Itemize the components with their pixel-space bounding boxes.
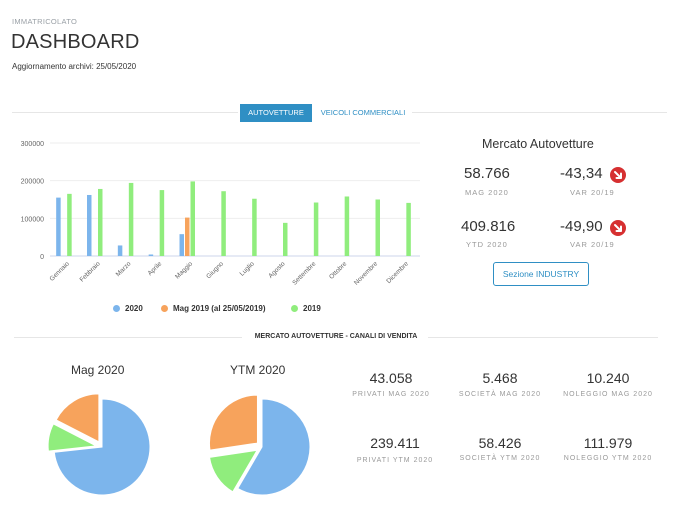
- industry-section-button[interactable]: Sezione INDUSTRY: [493, 262, 589, 286]
- y-tick-label: 200000: [21, 179, 44, 186]
- section-divider-left: [14, 337, 242, 338]
- x-tick-label: Novembre: [353, 260, 379, 286]
- bar-2019-agosto[interactable]: [283, 222, 288, 256]
- kpi-mag-2020-label: MAG 2020: [465, 188, 509, 197]
- legend-dot-mag-2019: [161, 305, 168, 312]
- kpi-ytd-2020-label: YTD 2020: [466, 240, 508, 249]
- x-tick-label: Agosto: [267, 260, 287, 280]
- page-title: DASHBOARD: [11, 31, 140, 53]
- bar-2019-giugno[interactable]: [221, 191, 226, 256]
- bar-2019-dicembre[interactable]: [406, 202, 411, 256]
- stat-societa-ytm-label: SOCIETÀ YTM 2020: [459, 455, 541, 462]
- legend-item-mag-2019[interactable]: Mag 2019 (al 25/05/2019): [161, 304, 266, 313]
- x-tick-label: Ottobre: [328, 260, 349, 281]
- bar-2019-maggio[interactable]: [190, 181, 196, 256]
- x-tick-label: Maggio: [174, 260, 194, 280]
- pie-slice-privati[interactable]: [237, 398, 311, 496]
- section-divider-right: [428, 337, 658, 338]
- bar-2019-febbraio[interactable]: [98, 188, 103, 256]
- x-tick-label: Febbraio: [79, 260, 102, 283]
- page-eyebrow: IMMATRICOLATO: [12, 17, 78, 26]
- stat-privati-ytm-value: 239.411: [370, 435, 420, 451]
- legend-label-2020: 2020: [125, 304, 143, 313]
- x-tick-label: Marzo: [115, 260, 133, 278]
- x-tick-label: Luglio: [239, 260, 256, 277]
- bar-2020-maggio[interactable]: [179, 234, 185, 256]
- kpi-ytd-2020-value: 409.816: [461, 218, 516, 235]
- kpi-var-ytd-value: -49,90: [560, 218, 603, 235]
- legend-dot-2020: [113, 305, 120, 312]
- pie-slice-privati[interactable]: [53, 398, 151, 496]
- legend-item-2020[interactable]: 2020: [113, 304, 143, 313]
- x-tick-label: Dicembre: [385, 260, 410, 285]
- y-tick-label: 100000: [21, 216, 44, 223]
- monthly-registrations-chart: 300000 200000 100000 0 Gennaio Febbraio Marzo A…: [21, 141, 420, 287]
- sales-channels-title: MERCATO AUTOVETTURE - CANALI DI VENDITA: [254, 333, 418, 340]
- bar-2019-settembre[interactable]: [313, 202, 319, 256]
- bar-2019-luglio[interactable]: [252, 198, 257, 256]
- bar-2019-novembre[interactable]: [375, 199, 381, 257]
- stat-noleggio-mag-label: NOLEGGIO MAG 2020: [563, 391, 653, 398]
- bar-2019-ottobre[interactable]: [344, 196, 350, 256]
- pie-slice-noleggio[interactable]: [55, 393, 100, 443]
- x-tick-label: Settembre: [291, 260, 317, 286]
- stat-societa-mag-label: SOCIETÀ MAG 2020: [458, 391, 542, 398]
- x-tick-label: Gennaio: [49, 260, 72, 283]
- bar-2019-marzo[interactable]: [128, 182, 134, 256]
- kpi-mag-2020-value: 58.766: [464, 165, 510, 182]
- legend-label-2019: 2019: [303, 304, 321, 313]
- legend-item-2019[interactable]: 2019: [291, 304, 321, 313]
- tabs-divider-left: [12, 112, 238, 113]
- archive-update-date: 25/05/2020: [96, 62, 137, 71]
- pie-title-ytm-2020: YTM 2020: [230, 363, 286, 377]
- bar-mag-2019-al-25-05-2019--maggio[interactable]: [185, 217, 190, 256]
- bar-2020-aprile[interactable]: [148, 254, 154, 256]
- kpi-var-ytd-label: VAR 20/19: [570, 240, 615, 249]
- trend-down-icon: [610, 167, 626, 183]
- bar-2020-marzo[interactable]: [117, 245, 123, 256]
- archive-update-label: Aggiornamento archivi:: [12, 62, 94, 71]
- stat-privati-ytm-label: PRIVATI YTM 2020: [356, 457, 434, 464]
- stat-noleggio-mag-value: 10.240: [586, 370, 630, 386]
- bar-2019-gennaio[interactable]: [67, 193, 72, 256]
- stat-noleggio-ytm-value: 111.979: [583, 435, 633, 451]
- pie-chart-ytm-2020: [208, 394, 311, 496]
- pie-slice-societ-[interactable]: [208, 449, 258, 493]
- pie-slice-noleggio[interactable]: [208, 394, 258, 451]
- y-tick-label: 0: [40, 254, 44, 261]
- tabs-divider-right: [412, 112, 667, 113]
- stat-privati-mag-label: PRIVATI MAG 2020: [352, 391, 430, 398]
- bar-2019-aprile[interactable]: [159, 190, 165, 256]
- market-panel-title: Mercato Autovetture: [482, 137, 594, 151]
- stat-noleggio-ytm-label: NOLEGGIO YTM 2020: [563, 455, 653, 462]
- x-tick-label: Aprile: [147, 260, 164, 277]
- stat-societa-ytm-value: 58.426: [478, 435, 522, 451]
- pie-slice-societ-[interactable]: [47, 423, 98, 452]
- kpi-var-mag-value: -43,34: [560, 165, 603, 182]
- stat-privati-mag-value: 43.058: [369, 370, 413, 386]
- trend-down-icon: [610, 220, 626, 236]
- y-tick-label: 300000: [21, 141, 44, 148]
- legend-label-mag-2019: Mag 2019 (al 25/05/2019): [173, 304, 266, 313]
- x-tick-label: Giugno: [205, 260, 225, 280]
- tab-autovetture[interactable]: AUTOVETTURE: [240, 104, 312, 122]
- archive-update: Aggiornamento archivi: 25/05/2020: [12, 62, 136, 71]
- bar-2020-gennaio[interactable]: [56, 197, 61, 256]
- bar-2020-febbraio[interactable]: [87, 194, 92, 256]
- pie-chart-mag-2020: [47, 393, 151, 496]
- kpi-var-mag-label: VAR 20/19: [570, 188, 615, 197]
- stat-societa-mag-value: 5.468: [482, 370, 518, 386]
- legend-dot-2019: [291, 305, 298, 312]
- pie-title-mag-2020: Mag 2020: [71, 363, 125, 377]
- tab-veicoli-commerciali[interactable]: VEICOLI COMMERCIALI: [320, 108, 406, 117]
